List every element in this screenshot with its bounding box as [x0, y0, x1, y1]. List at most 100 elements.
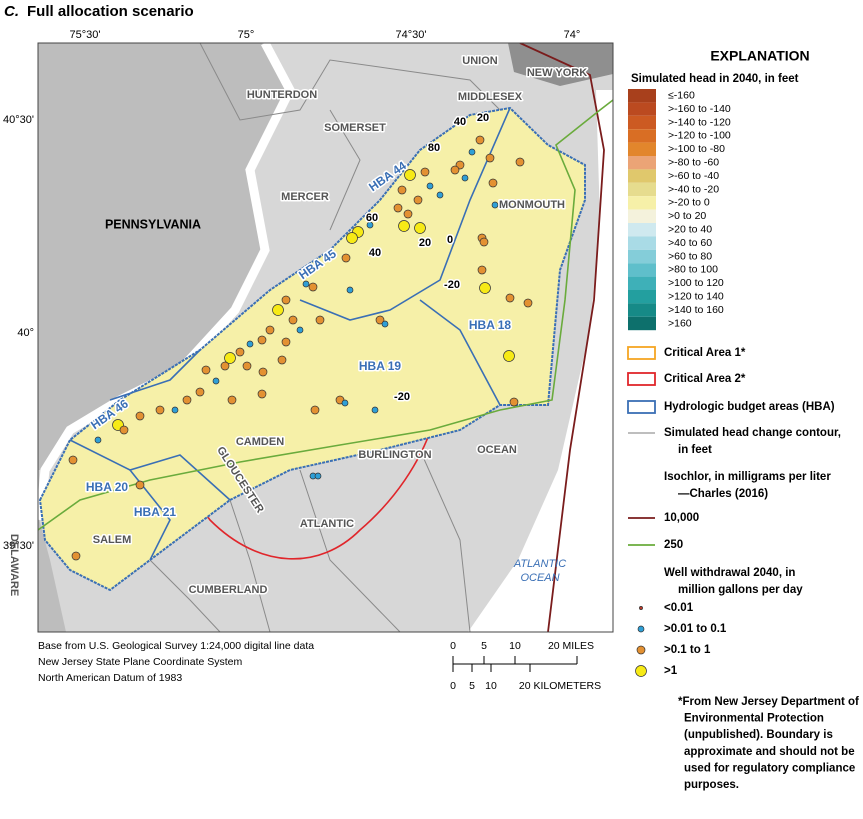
atlantic-ocean: [468, 90, 613, 632]
isochlor-10000: [519, 43, 605, 632]
hba-boundaries: [69, 107, 511, 561]
longitude-label: 75°30': [70, 29, 101, 41]
legend-label: Hydrologic budget areas (HBA): [664, 401, 835, 413]
legend-well-symbol: [637, 625, 645, 633]
legend-label: million gallons per day: [678, 584, 803, 596]
well: [155, 405, 165, 415]
legend-swatch: [628, 89, 656, 103]
map-body: [38, 43, 613, 632]
well: [475, 135, 485, 145]
well: [314, 472, 322, 480]
well: [296, 326, 304, 334]
hba-label: HBA 18: [469, 318, 512, 332]
legend-title: EXPLANATION: [710, 48, 809, 64]
contour-label: 40: [369, 247, 381, 259]
legend-label: >60 to 80: [668, 250, 712, 262]
legend-label: >-100 to -80: [668, 143, 725, 155]
legend-swatch: [628, 276, 656, 290]
well: [426, 182, 434, 190]
well: [477, 265, 487, 275]
well: [491, 201, 499, 209]
well: [346, 286, 354, 294]
footnote-line: (unpublished). Boundary is: [684, 729, 833, 741]
title-text: Full allocation scenario: [27, 3, 194, 20]
well: [71, 551, 81, 561]
hba-label: HBA 19: [359, 359, 402, 373]
legend-label: Simulated head change contour,: [664, 427, 841, 439]
contour-label: 0: [447, 234, 453, 246]
legend-label: 250: [664, 539, 683, 551]
well: [315, 315, 325, 325]
legend-well-symbol: [635, 665, 647, 677]
longitude-label: 74°: [564, 29, 581, 41]
latitude-label: 40°: [17, 327, 34, 339]
well: [281, 295, 291, 305]
well: [220, 361, 230, 371]
place-label: CAMDEN: [236, 436, 284, 448]
contour-label: 20: [477, 112, 489, 124]
well: [505, 293, 515, 303]
legend-swatch: [628, 263, 656, 277]
well: [381, 320, 389, 328]
scale-label: 20 KILOMETERS: [519, 680, 601, 692]
ocean-label: ATLANTIC: [513, 558, 566, 570]
legend-swatch: [628, 182, 656, 197]
well: [265, 325, 275, 335]
footnote-line: Environmental Protection: [684, 713, 824, 725]
well: [371, 406, 379, 414]
well: [257, 335, 267, 345]
place-label: OCEAN: [477, 444, 517, 456]
contour-label: -20: [394, 391, 410, 403]
legend-swatch: [628, 102, 656, 116]
scale-label: 5: [481, 640, 487, 652]
well: [397, 185, 407, 195]
new-york: [508, 43, 613, 86]
legend-swatch: [628, 223, 656, 237]
well: [366, 221, 374, 229]
well: [393, 203, 403, 213]
legend-label: >-80 to -60: [668, 156, 719, 168]
legend-label: >-160 to -140: [668, 103, 731, 115]
well: [468, 148, 476, 156]
place-label: MONMOUTH: [499, 199, 565, 211]
place-label: PENNSYLVANIA: [105, 217, 201, 231]
wells: [68, 135, 533, 561]
well: [135, 480, 145, 490]
well: [341, 399, 349, 407]
well: [212, 377, 220, 385]
well: [246, 340, 254, 348]
place-label: CUMBERLAND: [189, 584, 268, 596]
well: [235, 347, 245, 357]
well: [68, 455, 78, 465]
well: [258, 367, 268, 377]
legend-label: Critical Area 2*: [664, 373, 746, 385]
legend-swatch: [628, 249, 656, 264]
legend-label: >0 to 20: [668, 210, 706, 222]
delaware-river: [38, 43, 296, 521]
well: [479, 282, 491, 294]
well: [485, 153, 495, 163]
hba-label: HBA 20: [86, 480, 129, 494]
legend-swatch: [628, 290, 656, 304]
well: [281, 337, 291, 347]
legend-swatch: [628, 115, 656, 130]
legend-swatch: [628, 156, 656, 170]
well: [515, 157, 525, 167]
legend-label: >-40 to -20: [668, 183, 719, 195]
well: [414, 222, 426, 234]
well: [479, 237, 489, 247]
legend-label: >1: [664, 665, 678, 677]
well: [509, 397, 519, 407]
place-label: MERCER: [281, 191, 329, 203]
legend-label: <0.01: [664, 602, 694, 614]
contour-label: 40: [454, 116, 466, 128]
title: C. Full allocation scenario: [4, 3, 194, 20]
legend-label: >-120 to -100: [668, 130, 731, 142]
legend-label: —Charles (2016): [678, 488, 768, 500]
place-label: SALEM: [93, 534, 132, 546]
county-lines: [149, 43, 501, 632]
well: [171, 406, 179, 414]
legend-label: >40 to 60: [668, 237, 712, 249]
well: [302, 280, 310, 288]
scale-label: 10: [509, 640, 521, 652]
